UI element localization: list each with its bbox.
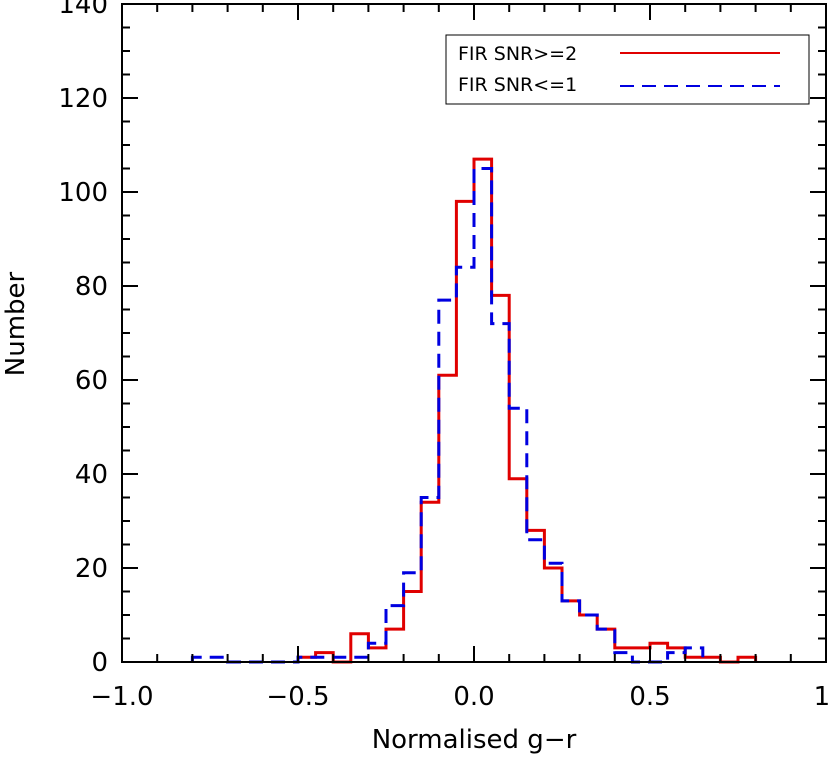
series-layer [190,157,758,664]
axes-layer [121,3,827,663]
series-fir-snr-ge-2-histogram [296,157,758,664]
y-tick-label: 60 [75,366,108,396]
y-tick-label: 80 [75,272,108,302]
y-tick-label: 100 [58,178,108,208]
series-fir-snr-le-1-histogram [190,167,705,664]
y-tick-label: 0 [91,648,108,678]
y-tick-label: 40 [75,460,108,490]
y-tick-label: 20 [75,554,108,584]
x-tick-label: −1.0 [90,682,153,712]
x-tick-label: −0.5 [266,682,329,712]
x-tick-label: 0.5 [629,682,670,712]
legend-label-fir-snr-le-1: FIR SNR<=1 [458,74,577,96]
y-tick-label: 140 [58,0,108,20]
legend-label-fir-snr-ge-2: FIR SNR>=2 [458,43,577,65]
x-tick-label: 1. [814,682,830,712]
legend: FIR SNR>=2 FIR SNR<=1 [445,34,810,105]
x-axis-label: Normalised g−r [372,725,577,755]
legend-box [445,34,810,105]
tick-labels: −1.0 −0.5 0.0 0.5 1. 0 20 40 60 80 100 120 140 [58,0,830,712]
y-tick-label: 120 [58,84,108,114]
y-axis-label: Number [1,271,31,376]
x-tick-label: 0.0 [453,682,494,712]
